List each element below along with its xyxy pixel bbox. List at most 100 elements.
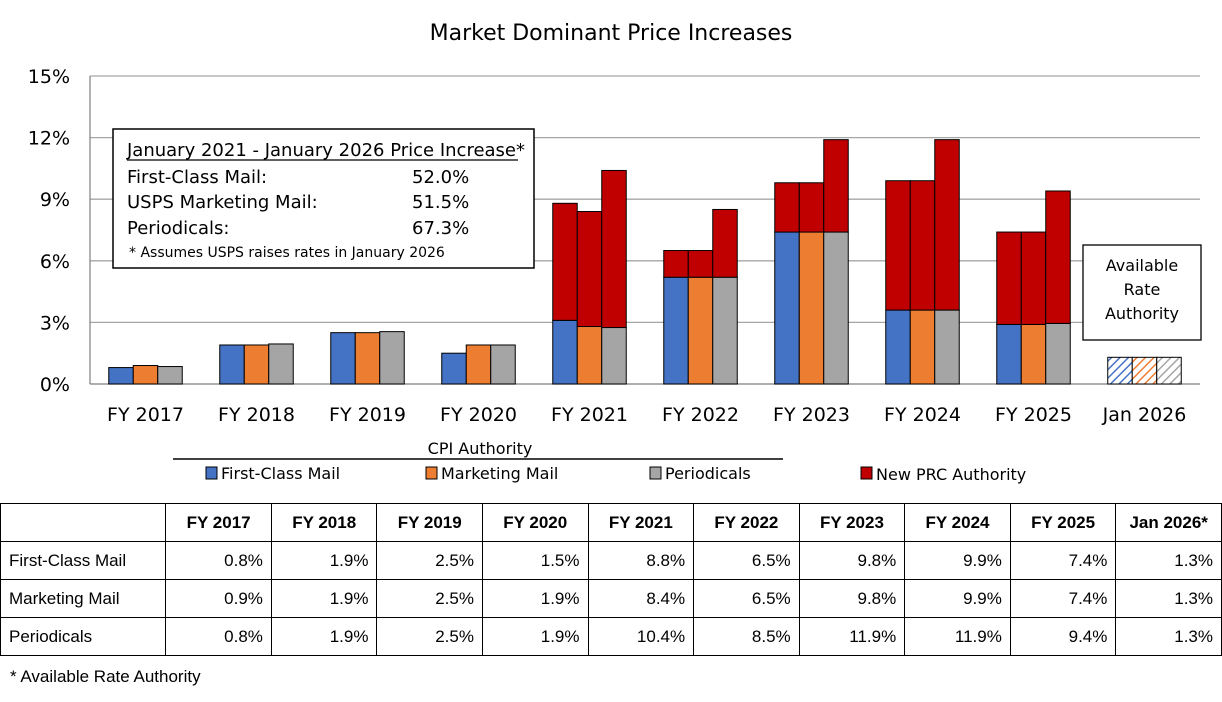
available-rate-authority-callout: Available Rate Authority: [1082, 244, 1202, 341]
table-cell: 1.9%: [270, 617, 378, 656]
summary-note: * Assumes USPS raises rates in January 2…: [129, 245, 445, 261]
table-cell: 2.5%: [376, 579, 483, 618]
x-tick-label: FY 2022: [662, 404, 739, 426]
y-axis-ticks: 0% 3% 6% 9% 12% 15%: [28, 66, 70, 396]
table-header-cell: FY 2018: [270, 503, 378, 542]
legend: CPI Authority First-Class Mail Marketing…: [173, 439, 1026, 484]
legend-label-marketing: Marketing Mail: [441, 464, 558, 483]
rates-table: FY 2017 FY 2018 FY 2019 FY 2020 FY 2021 …: [0, 503, 1222, 656]
table-cell: 9.9%: [904, 541, 1011, 580]
summary-value-marketing: 51.5%: [412, 192, 469, 213]
y-tick-label: 12%: [28, 128, 70, 150]
table-header-cell: FY 2022: [693, 503, 800, 542]
table-cell: 10.4%: [587, 617, 695, 656]
bar-first-class-cpi: [441, 352, 467, 385]
legend-swatch-first-class: [205, 466, 218, 480]
table-cell: 2.5%: [376, 617, 483, 656]
bar-periodicals-prc: [1045, 190, 1071, 324]
bar-marketing-cpi: [1131, 356, 1158, 385]
table-cell: 6.5%: [693, 541, 800, 580]
table-cell: 9.8%: [798, 541, 906, 580]
footnote: * Available Rate Authority: [10, 667, 201, 686]
bar-periodicals-cpi: [379, 331, 405, 385]
summary-value-first-class: 52.0%: [412, 167, 469, 188]
x-tick-label: FY 2020: [440, 404, 517, 426]
bar-periodicals-prc: [823, 139, 849, 233]
table-cell: 0.9%: [165, 579, 272, 618]
table-header-cell: FY 2021: [587, 503, 695, 542]
legend-swatch-marketing: [425, 466, 438, 480]
table-cell: 7.4%: [1009, 579, 1117, 618]
x-tick-label: Jan 2026: [1102, 404, 1187, 426]
bar-first-class-cpi: [774, 231, 800, 385]
table-header-cell: FY 2017: [165, 503, 272, 542]
bar-first-class-prc: [885, 180, 911, 311]
y-tick-label: 6%: [40, 251, 70, 273]
bar-marketing-prc: [1020, 231, 1047, 325]
legend-swatch-periodicals: [649, 466, 662, 480]
bar-first-class-cpi: [1107, 356, 1133, 385]
y-tick-label: 15%: [28, 66, 70, 88]
x-tick-label: FY 2023: [773, 404, 850, 426]
summary-header: January 2021 - January 2026 Price Increa…: [126, 140, 525, 161]
bar-first-class-cpi: [219, 344, 245, 385]
table-cell: 6.5%: [693, 579, 800, 618]
table-cell: 9.9%: [904, 579, 1011, 618]
chart-title: Market Dominant Price Increases: [430, 21, 793, 46]
bar-periodicals-cpi: [157, 366, 183, 385]
table-header-cell: FY 2019: [376, 503, 483, 542]
bar-first-class-prc: [774, 182, 800, 233]
table-cell: 1.3%: [1115, 579, 1222, 618]
bar-periodicals-cpi: [934, 309, 960, 385]
bar-periodicals-prc: [934, 139, 960, 311]
legend-label-prc: New PRC Authority: [876, 465, 1026, 484]
bar-periodicals-prc: [712, 208, 738, 278]
table-cell: 8.5%: [693, 617, 800, 656]
table-cell: 1.3%: [1115, 541, 1222, 580]
bar-marketing-cpi: [909, 309, 936, 385]
summary-label-marketing: USPS Marketing Mail:: [127, 192, 318, 213]
table-cell: 1.3%: [1115, 617, 1222, 656]
bar-first-class-cpi: [108, 367, 134, 385]
bar-periodicals-cpi: [490, 344, 516, 385]
bar-periodicals-cpi: [1156, 356, 1182, 385]
bar-periodicals-cpi: [712, 276, 738, 385]
bar-marketing-prc: [909, 180, 936, 311]
table-corner-cell: [0, 503, 167, 542]
legend-group-label: CPI Authority: [428, 439, 533, 458]
table-cell: 0.8%: [165, 541, 272, 580]
y-tick-label: 3%: [40, 312, 70, 334]
summary-value-periodicals: 67.3%: [412, 218, 469, 239]
x-tick-label: FY 2017: [107, 404, 184, 426]
y-tick-label: 9%: [40, 189, 70, 211]
table-header-row: FY 2017 FY 2018 FY 2019 FY 2020 FY 2021 …: [0, 503, 1222, 542]
table-header-cell: FY 2023: [798, 503, 906, 542]
table-cell: 2.5%: [376, 541, 483, 580]
bar-marketing-prc: [798, 182, 825, 233]
legend-label-first-class: First-Class Mail: [221, 464, 340, 483]
table-cell: 0.8%: [165, 617, 272, 656]
table-cell: 11.9%: [904, 617, 1011, 656]
table-header-cell: FY 2024: [904, 503, 1011, 542]
bar-first-class-cpi: [552, 319, 578, 385]
row-label: Marketing Mail: [0, 579, 167, 618]
table-cell: 1.9%: [270, 541, 378, 580]
callout-line-1: Available: [1106, 256, 1178, 275]
bar-marketing-cpi: [243, 344, 270, 385]
table-cell: 11.9%: [798, 617, 906, 656]
price-increase-chart: Market Dominant Price Increases 0% 3% 6% 9%…: [28, 21, 1202, 484]
bar-marketing-prc: [687, 250, 714, 278]
bar-first-class-prc: [663, 250, 689, 278]
increase-summary-box: January 2021 - January 2026 Price Increa…: [112, 128, 535, 269]
table-header-cell: Jan 2026*: [1115, 503, 1222, 542]
table-header-cell: FY 2020: [481, 503, 589, 542]
bar-periodicals-cpi: [268, 343, 294, 385]
summary-label-periodicals: Periodicals:: [127, 218, 230, 239]
bar-first-class-cpi: [663, 276, 689, 385]
bar-marketing-cpi: [687, 276, 714, 385]
table-header-cell: FY 2025: [1009, 503, 1117, 542]
table-row: Marketing Mail 0.9% 1.9% 2.5% 1.9% 8.4% …: [0, 579, 1222, 618]
x-tick-label: FY 2025: [995, 404, 1072, 426]
table-cell: 1.9%: [481, 617, 589, 656]
row-label: First-Class Mail: [0, 541, 167, 580]
